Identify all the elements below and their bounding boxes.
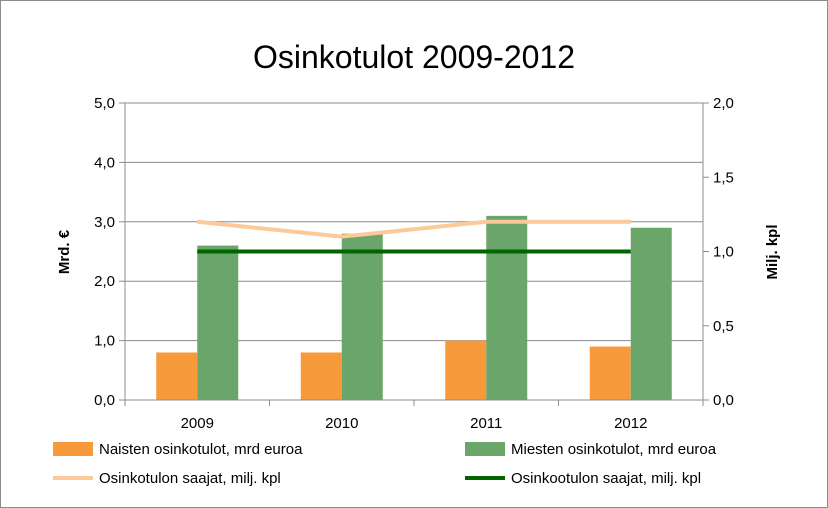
bar-naisten-2011	[445, 340, 487, 400]
bar-naisten-2010	[300, 352, 342, 400]
bar-miesten-2009	[197, 245, 239, 400]
legend-swatch	[53, 442, 93, 456]
bars	[156, 215, 672, 400]
y-tick-label: 2,0	[94, 273, 115, 290]
y2-tick-label: 1,0	[713, 244, 734, 261]
series-line-1	[197, 219, 631, 239]
legend: Naisten osinkotulot, mrd euroa Miesten os…	[53, 441, 717, 487]
bar-naisten-2012	[589, 346, 631, 400]
legend-label: Naisten osinkotulot, mrd euroa	[99, 441, 303, 458]
y-tick-label: 3,0	[94, 214, 115, 231]
legend-label: Miesten osinkotulot, mrd euroa	[511, 441, 717, 458]
y2-tick-label: 1,5	[713, 169, 734, 186]
legend-label: Osinkotulon saajat, milj. kpl	[99, 470, 281, 487]
axes: 0,0 1,0 2,0 3,0 4,0 5,0 0,0 0,5 1,0 1,5 2,0 2009 201…	[94, 95, 734, 432]
chart-title: Osinkotulot 2009-2012	[253, 39, 575, 75]
x-tick-label: 2010	[325, 415, 358, 432]
bar-miesten-2012	[630, 227, 672, 400]
y2-tick-label: 0,5	[713, 318, 734, 335]
y2-tick-label: 2,0	[713, 95, 734, 112]
y-tick-label: 5,0	[94, 95, 115, 112]
y2-axis-title: Milj. kpl	[764, 224, 781, 279]
bar-naisten-2009	[156, 352, 198, 400]
x-tick-label: 2009	[181, 415, 214, 432]
x-tick-label: 2011	[470, 415, 502, 432]
y-tick-label: 1,0	[94, 333, 115, 350]
y2-tick-label: 0,0	[713, 392, 734, 409]
bar-miesten-2010	[341, 233, 383, 400]
x-tick-label: 2012	[614, 415, 647, 432]
y-tick-label: 0,0	[94, 392, 115, 409]
lines	[197, 219, 631, 254]
bar-miesten-2011	[486, 215, 528, 400]
legend-label: Osinkootulon saajat, milj. kpl	[511, 470, 701, 487]
legend-swatch	[465, 442, 505, 456]
y-tick-label: 4,0	[94, 154, 115, 171]
y-axis-title: Mrd. €	[56, 229, 73, 274]
